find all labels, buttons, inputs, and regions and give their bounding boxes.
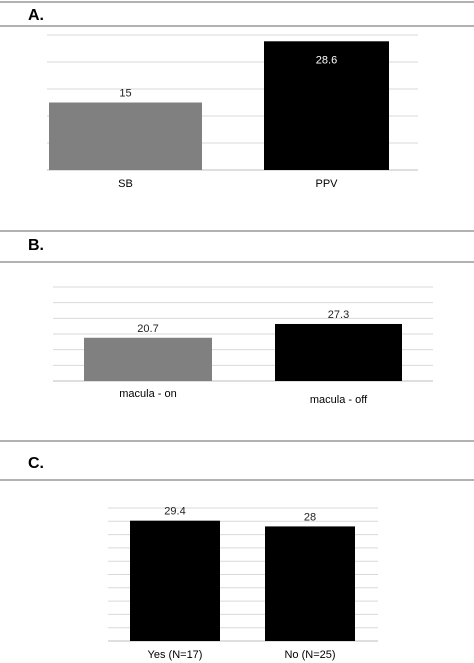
panel-a-value-label-1: 15 (119, 88, 131, 100)
panel-c-bar-2 (265, 526, 355, 641)
panel-a-bar-1 (49, 102, 202, 170)
panel-c-category-label-1: Yes (N=17) (148, 649, 203, 661)
panel-a-chart: 15 SB 28.6 PPV (47, 34, 418, 190)
panel-a-label: A. (28, 7, 44, 24)
panel-c-label: C. (28, 455, 44, 472)
panel-a-value-label-2: 28.6 (316, 54, 337, 66)
panel-b-category-label-2: macula - off (310, 394, 368, 406)
panel-c-value-label-1: 29.4 (164, 506, 185, 518)
panel-b-chart: 20.7 macula - on 27.3 macula - off (53, 286, 433, 406)
panel-b-value-label-1: 20.7 (137, 323, 158, 335)
panel-b-bar-1 (84, 337, 212, 381)
panel-b-bar-2 (275, 323, 402, 381)
panel-c-category-label-2: No (N=25) (284, 649, 335, 661)
panel-b-category-label-1: macula - on (119, 388, 176, 400)
panel-c-value-label-2: 28 (304, 511, 316, 523)
panel-b-value-label-2: 27.3 (328, 309, 349, 321)
panel-b-label: B. (28, 237, 44, 254)
panel-a-bar-2 (264, 41, 389, 170)
panel-c-chart: 29.4 Yes (N=17) 28 No (N=25) (108, 506, 378, 661)
panel-a-category-label-1: SB (118, 178, 133, 190)
panel-c-bar-1 (130, 520, 220, 641)
panel-a-category-label-2: PPV (315, 178, 338, 190)
